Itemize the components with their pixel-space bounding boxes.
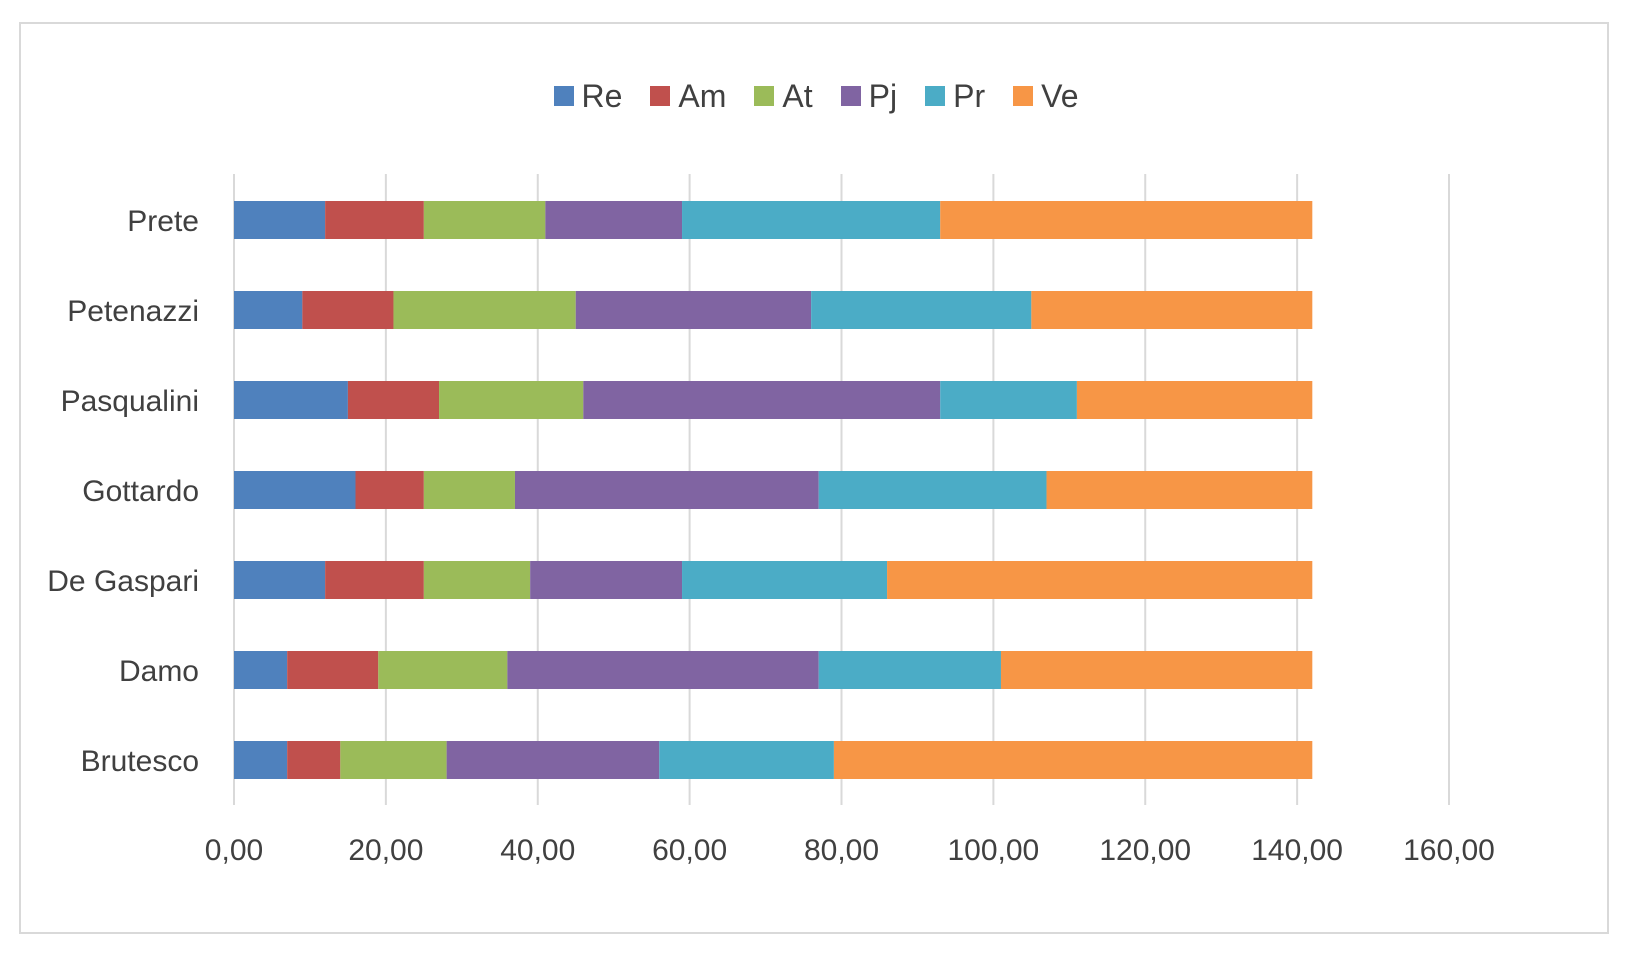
bar-at-1 xyxy=(393,291,576,329)
category-label-6: Brutesco xyxy=(81,745,199,778)
category-label-1: Petenazzi xyxy=(67,295,199,328)
legend-label: Ve xyxy=(1041,77,1079,114)
x-tick-label-3: 60,00 xyxy=(652,834,727,867)
x-tick-label-6: 120,00 xyxy=(1099,834,1191,867)
x-tick-label-8: 160,00 xyxy=(1403,834,1495,867)
bar-pj-4 xyxy=(530,561,683,599)
legend-item-am: Am xyxy=(650,78,726,115)
bar-ve-1 xyxy=(1031,291,1313,329)
bar-pj-0 xyxy=(545,201,683,239)
bar-pj-1 xyxy=(575,291,812,329)
legend-swatch xyxy=(650,86,671,106)
bar-re-1 xyxy=(234,291,303,329)
bar-pr-3 xyxy=(818,471,1047,509)
bar-pr-5 xyxy=(818,651,1001,689)
bar-pj-6 xyxy=(446,741,660,779)
category-label-5: Damo xyxy=(119,655,199,688)
bar-re-0 xyxy=(234,201,326,239)
bar-am-4 xyxy=(325,561,424,599)
bar-at-3 xyxy=(423,471,515,509)
category-label-3: Gottardo xyxy=(82,475,199,508)
bar-pj-2 xyxy=(583,381,941,419)
category-label-4: De Gaspari xyxy=(47,565,199,598)
bar-ve-6 xyxy=(833,741,1313,779)
legend-label: Pj xyxy=(868,77,898,114)
bar-am-2 xyxy=(347,381,440,419)
x-tick-label-1: 20,00 xyxy=(348,834,423,867)
bar-ve-5 xyxy=(1000,651,1313,689)
legend-swatch xyxy=(1013,86,1034,106)
bar-ve-3 xyxy=(1046,471,1313,509)
legend-label: Pr xyxy=(953,77,986,114)
category-label-2: Pasqualini xyxy=(61,385,199,418)
bar-re-3 xyxy=(234,471,356,509)
x-tick-label-4: 80,00 xyxy=(804,834,879,867)
legend-item-pr: Pr xyxy=(925,78,985,115)
legend-item-at: At xyxy=(754,77,813,115)
bar-pr-6 xyxy=(659,741,834,779)
bar-am-3 xyxy=(355,471,424,509)
bar-ve-2 xyxy=(1076,381,1313,419)
bar-re-5 xyxy=(234,651,288,689)
bar-am-1 xyxy=(302,291,394,329)
x-tick-label-2: 40,00 xyxy=(500,834,575,867)
category-label-0: Prete xyxy=(127,205,199,238)
legend-label: Am xyxy=(678,77,727,114)
bar-pr-1 xyxy=(811,291,1032,329)
bar-ve-0 xyxy=(940,201,1313,239)
legend-swatch xyxy=(925,86,946,106)
bar-am-6 xyxy=(287,741,341,779)
legend-label: Re xyxy=(581,77,623,114)
bar-ve-4 xyxy=(887,561,1313,599)
bar-am-0 xyxy=(325,201,424,239)
bar-am-5 xyxy=(287,651,379,689)
x-tick-label-5: 100,00 xyxy=(947,834,1039,867)
legend-item-pj: Pj xyxy=(840,77,898,115)
bar-pr-0 xyxy=(682,201,941,239)
x-tick-label-0: 0,00 xyxy=(205,834,263,867)
bar-pj-3 xyxy=(514,471,819,509)
legend-swatch xyxy=(553,86,574,106)
legend-item-ve: Ve xyxy=(1013,78,1078,115)
legend-label: At xyxy=(782,77,813,114)
bar-re-6 xyxy=(234,741,288,779)
bar-at-2 xyxy=(439,381,584,419)
bar-at-5 xyxy=(378,651,508,689)
bar-at-0 xyxy=(423,201,546,239)
bar-at-6 xyxy=(340,741,447,779)
bar-re-4 xyxy=(234,561,326,599)
bar-at-4 xyxy=(423,561,531,599)
bar-pr-4 xyxy=(682,561,888,599)
bar-pr-2 xyxy=(940,381,1077,419)
legend-swatch xyxy=(754,86,775,106)
legend: Re Am At Pj Pr Ve xyxy=(0,70,1632,122)
x-tick-label-7: 140,00 xyxy=(1251,834,1343,867)
legend-swatch xyxy=(840,86,861,106)
bar-re-2 xyxy=(234,381,348,419)
bar-pj-5 xyxy=(507,651,819,689)
legend-item-re: Re xyxy=(553,77,623,115)
